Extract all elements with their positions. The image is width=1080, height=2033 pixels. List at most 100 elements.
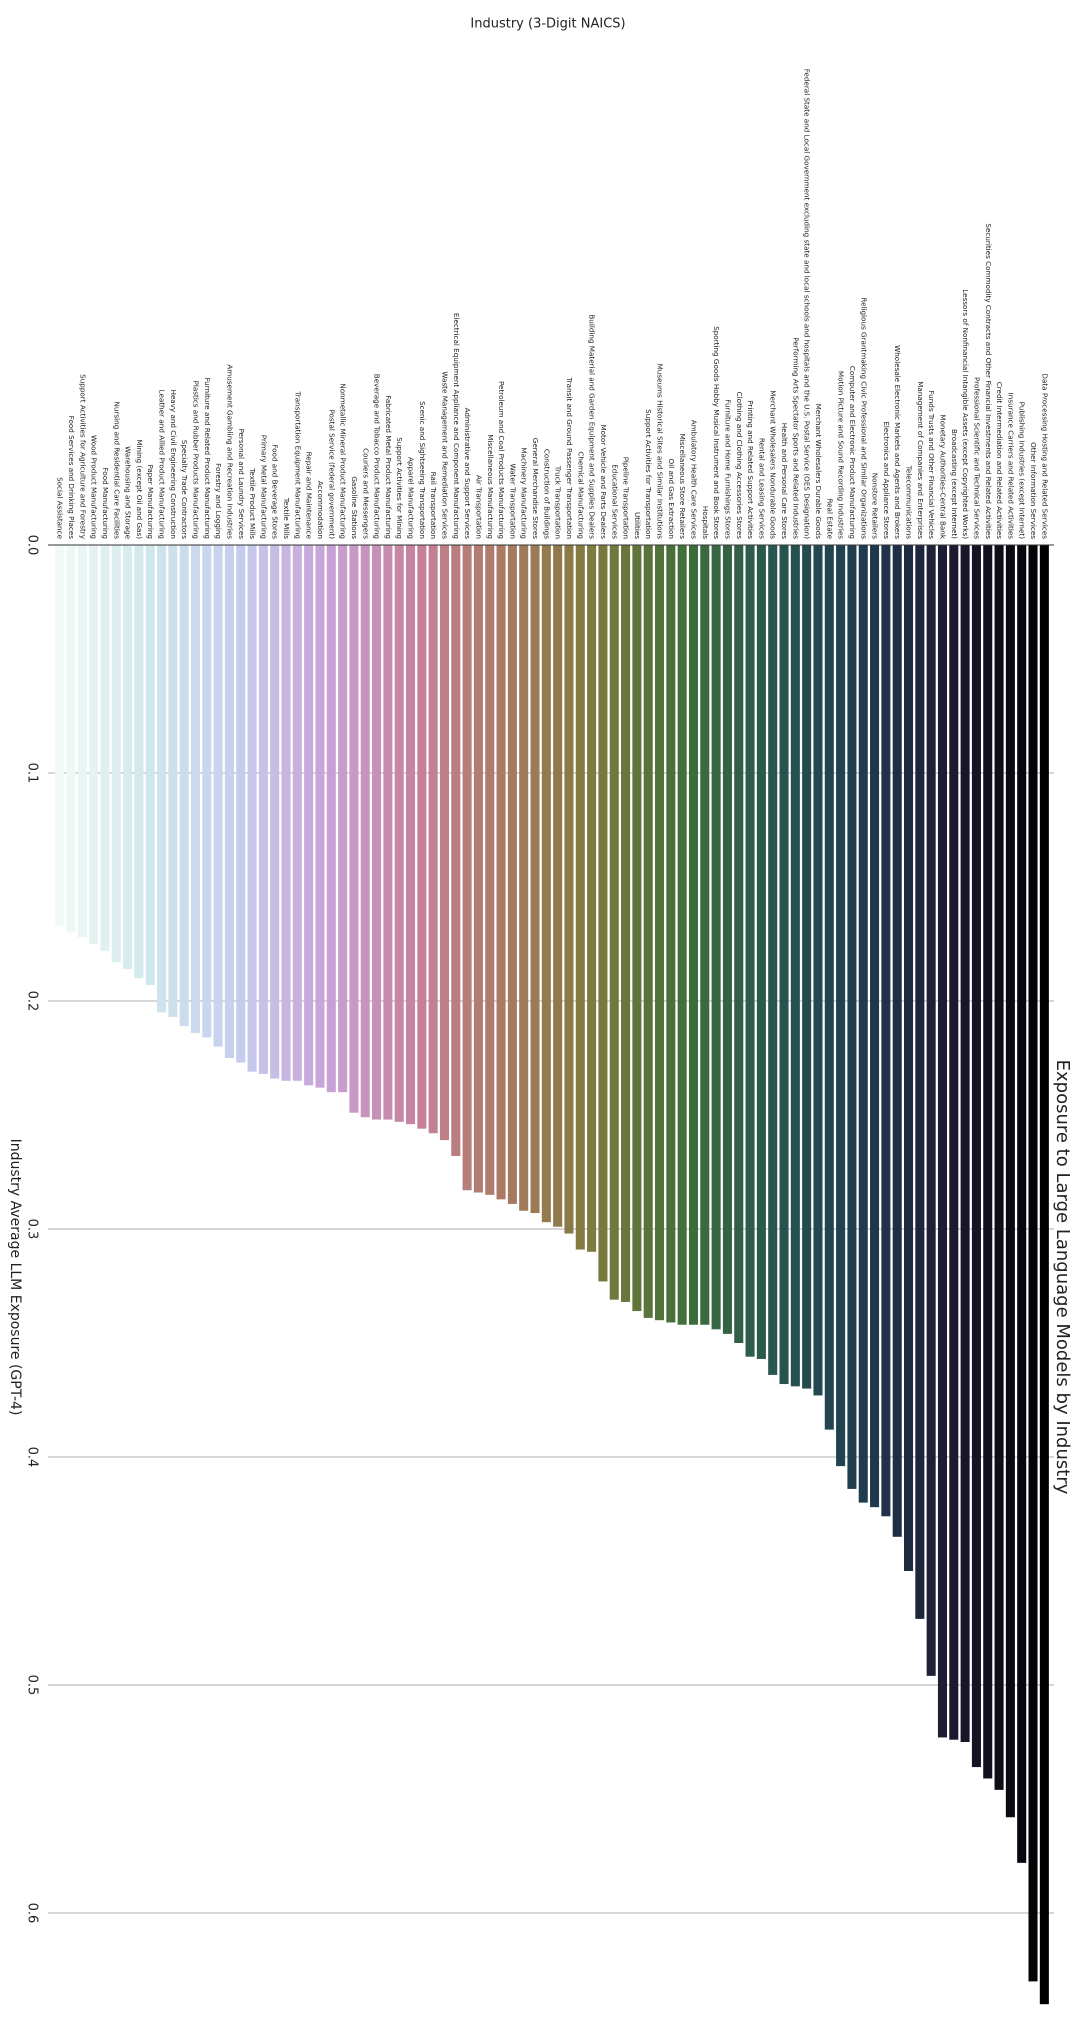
x-tick-label: Motion Picture and Sound Recording Indus… bbox=[837, 371, 846, 539]
bar bbox=[654, 545, 665, 1321]
x-tick-label: Publishing Industries (except Internet) bbox=[1018, 402, 1027, 540]
bar bbox=[394, 545, 404, 1122]
x-tick-label: Apparel Manufacturing bbox=[407, 457, 416, 539]
bar bbox=[1039, 545, 1049, 2005]
x-tick-label: Furniture and Home Furnishings Stores bbox=[723, 399, 732, 539]
x-tick-label: Miscellaneous Store Retailers bbox=[678, 434, 687, 540]
x-tick-label: Beverage and Tobacco Product Manufacturi… bbox=[373, 374, 382, 539]
bar bbox=[428, 545, 438, 1134]
bar bbox=[621, 545, 631, 1302]
bar bbox=[994, 545, 1004, 1790]
bar bbox=[983, 545, 993, 1779]
bar bbox=[519, 545, 529, 1211]
bar bbox=[881, 545, 891, 1517]
x-tick-label: Performing Arts Spectator Sports and Rel… bbox=[791, 337, 800, 539]
x-tick-label: Printing and Related Support Activities bbox=[746, 400, 755, 539]
bar bbox=[383, 545, 393, 1120]
bar bbox=[609, 545, 619, 1300]
bar bbox=[485, 545, 495, 1195]
x-tick-label: Construction of Buildings bbox=[542, 449, 551, 539]
bar bbox=[734, 545, 744, 1343]
x-tick-label: Rail Transportation bbox=[429, 472, 438, 539]
bar bbox=[168, 545, 178, 1017]
bar bbox=[55, 545, 65, 926]
bar bbox=[688, 545, 699, 1325]
bar bbox=[632, 545, 642, 1312]
bar bbox=[926, 545, 936, 1676]
bar bbox=[858, 545, 868, 1503]
bar bbox=[111, 545, 121, 963]
bar bbox=[847, 545, 857, 1489]
bar bbox=[224, 545, 234, 1058]
x-tick-label: Specialty Trade Contractors bbox=[180, 440, 189, 539]
x-tick-label: Utilities bbox=[633, 512, 642, 539]
x-tick-label: Broadcasting (except Internet) bbox=[950, 429, 959, 539]
x-tick-label: Postal Service (federal government) bbox=[327, 409, 336, 539]
x-tick-label: Heavy and Civil Engineering Construction bbox=[169, 389, 178, 539]
x-tick-label: Insurance Carriers and Related Activitie… bbox=[1006, 393, 1015, 540]
x-tick-label: Scenic and Sightseeing Transportation bbox=[418, 401, 427, 539]
x-tick-label: Transit and Ground Passenger Transportat… bbox=[565, 376, 574, 539]
x-tick-label: Nonstore Retailers bbox=[871, 473, 880, 539]
bar bbox=[824, 545, 834, 1430]
bar bbox=[258, 545, 268, 1074]
x-tick-label: Waste Management and Remediation Service… bbox=[440, 371, 449, 539]
x-tick-label: Truck Transportation bbox=[554, 465, 563, 539]
x-tick-label: Miscellaneous Manufacturing bbox=[486, 434, 495, 539]
x-tick-label: Primary Metal Manufacturing bbox=[259, 435, 268, 539]
x-tick-label: Other Information Services bbox=[1029, 442, 1038, 539]
bar bbox=[372, 545, 382, 1120]
x-tick-label: Water Transportation bbox=[508, 464, 517, 539]
bar bbox=[270, 545, 280, 1079]
x-tick-label: Securities Commodity Contracts and Other… bbox=[984, 223, 993, 539]
bar bbox=[202, 545, 212, 1038]
bar bbox=[700, 545, 710, 1325]
bar bbox=[292, 545, 302, 1081]
bar bbox=[304, 545, 314, 1086]
bar bbox=[937, 545, 948, 1738]
x-tick-label: Support Activities for Mining bbox=[395, 437, 404, 539]
bar bbox=[349, 545, 359, 1113]
bar bbox=[179, 545, 189, 1027]
x-tick-label: Federal State and Local Government exclu… bbox=[803, 69, 812, 540]
bar bbox=[949, 545, 959, 1740]
bar bbox=[134, 545, 144, 979]
bar bbox=[451, 545, 461, 1157]
bar bbox=[802, 545, 812, 1389]
x-tick-label: Sporting Goods Hobby Musical Instrument … bbox=[712, 326, 721, 539]
x-tick-label: Hospitals bbox=[701, 506, 710, 539]
x-tick-label: Chemical Manufacturing bbox=[576, 451, 585, 539]
bar bbox=[530, 545, 540, 1214]
bar bbox=[123, 545, 133, 970]
x-tick-label: Social Assistance bbox=[56, 477, 65, 539]
bar bbox=[247, 545, 257, 1072]
x-tick-label: Real Estate bbox=[825, 498, 834, 539]
bar bbox=[903, 545, 914, 1571]
x-tick-label: Accommodation bbox=[316, 481, 325, 539]
bar bbox=[779, 545, 789, 1385]
bar bbox=[89, 545, 99, 944]
x-tick-label: Food Manufacturing bbox=[101, 467, 110, 539]
bar bbox=[643, 545, 653, 1318]
bar bbox=[553, 545, 563, 1227]
x-tick-label: Oil and Gas Extraction bbox=[667, 459, 676, 539]
x-tick-label: Electrical Equipment Appliance and Compo… bbox=[452, 313, 461, 539]
x-tick-label: Petroleum and Coal Products Manufacturin… bbox=[497, 381, 506, 539]
bar bbox=[281, 545, 291, 1081]
x-tick-label: Data Processing Hosting and Related Serv… bbox=[1040, 373, 1049, 539]
x-tick-label: Leather and Allied Product Manufacturing bbox=[158, 390, 167, 539]
x-tick-label: Couriers and Messengers bbox=[361, 448, 370, 539]
x-tick-label: Air Transportation bbox=[474, 475, 483, 539]
x-tick-label: Computer and Electronic Product Manufact… bbox=[848, 366, 857, 539]
bar bbox=[156, 545, 167, 1013]
bar bbox=[790, 545, 800, 1387]
bar bbox=[870, 545, 880, 1508]
x-tick-label: Building Material and Garden Equipment a… bbox=[588, 314, 597, 539]
bar bbox=[666, 545, 676, 1323]
bar bbox=[575, 545, 585, 1250]
x-tick-label: Funds Trusts and Other Financial Vehicle… bbox=[927, 390, 936, 539]
bar bbox=[507, 545, 517, 1204]
bar bbox=[213, 545, 223, 1047]
bar bbox=[77, 545, 87, 938]
